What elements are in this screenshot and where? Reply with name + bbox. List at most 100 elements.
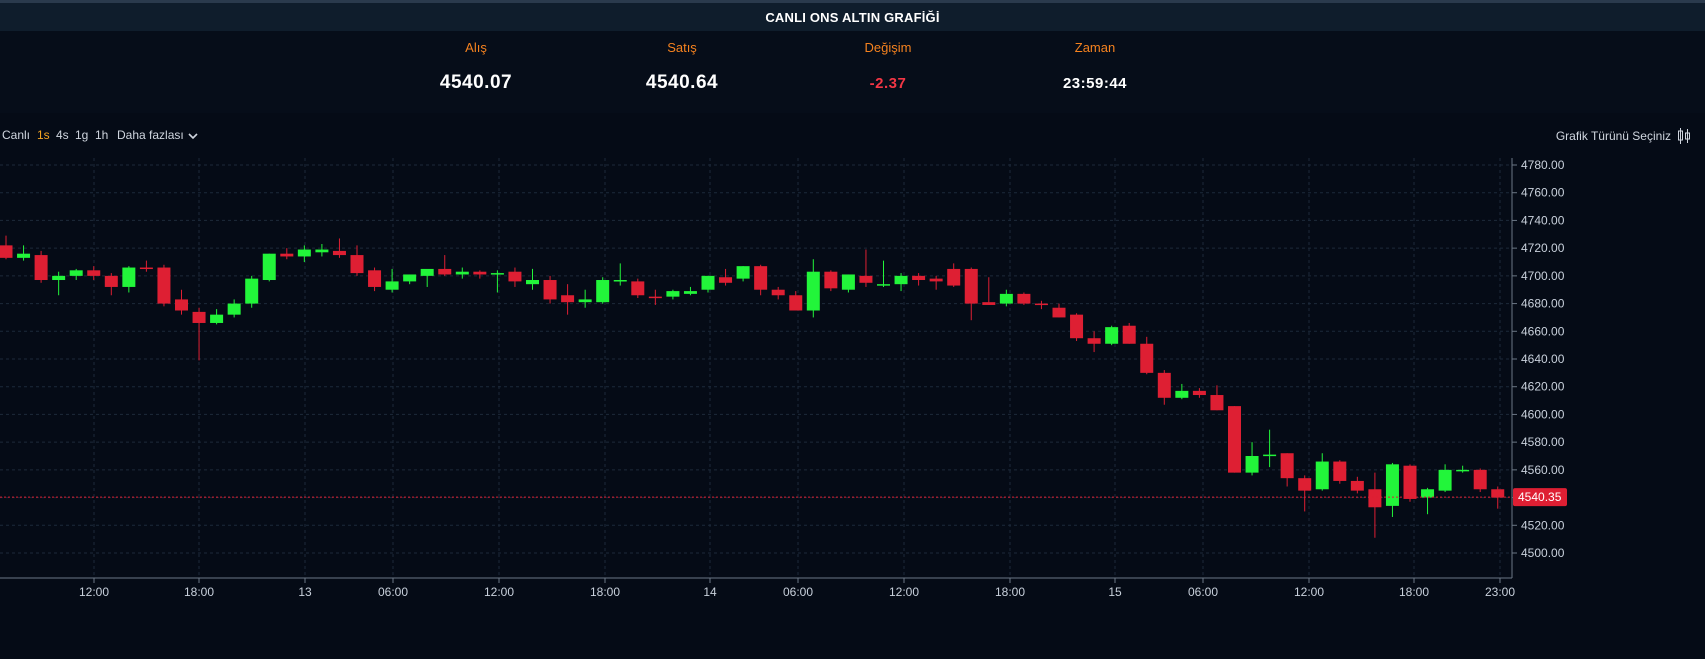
candle-body [736, 266, 750, 279]
candle [1105, 325, 1119, 346]
candle [578, 289, 592, 308]
candle [841, 274, 855, 293]
candle [315, 243, 329, 257]
candle-body [1245, 456, 1259, 473]
candle [1421, 487, 1435, 515]
candle [508, 267, 522, 287]
candle [526, 268, 539, 290]
candle-body [1017, 293, 1031, 304]
candle-body [1122, 325, 1136, 344]
candle-body [1438, 469, 1452, 491]
candle-body [1385, 464, 1399, 506]
candle [1070, 313, 1084, 341]
candle [1333, 460, 1347, 484]
candle [894, 273, 908, 292]
candle [192, 307, 206, 361]
x-tick-label: 06:00 [783, 585, 813, 599]
candle-body [999, 293, 1013, 304]
x-tick-label: 18:00 [1399, 585, 1429, 599]
bid-value: 4540.07 [439, 72, 513, 93]
candle [789, 291, 803, 311]
bid-label: Alış [465, 40, 487, 55]
candle-body [1491, 489, 1505, 498]
time-value: 23:59:44 [1062, 75, 1128, 92]
candle-body [631, 281, 645, 296]
candle-body [806, 271, 820, 311]
candle [701, 275, 715, 293]
x-tick-label: 12:00 [484, 585, 514, 599]
candle [613, 263, 627, 286]
candle-body [1105, 327, 1119, 344]
candle [631, 278, 645, 299]
candle [210, 309, 224, 325]
candle [1403, 464, 1417, 502]
candle-body [87, 270, 101, 276]
candle-body [526, 280, 539, 285]
candle [1456, 465, 1470, 473]
candle-body [543, 280, 557, 300]
chart-type-selector[interactable]: Grafik Türünü Seçiniz [1556, 127, 1691, 145]
candle [385, 268, 399, 293]
interval-4s-button[interactable]: 4s [56, 128, 69, 142]
candle [455, 267, 469, 279]
y-tick-label: 4620.00 [1521, 380, 1565, 394]
top-border [0, 0, 1705, 3]
candle-body [982, 302, 996, 305]
candle [719, 268, 733, 286]
change-value: -2.37 [869, 75, 907, 92]
candle-body [912, 275, 926, 281]
x-tick-label: 06:00 [378, 585, 408, 599]
candle [1017, 292, 1031, 305]
candle-body [683, 291, 697, 294]
candle [736, 266, 750, 282]
live-button[interactable]: Canlı [2, 128, 31, 142]
candle-body [1192, 390, 1206, 396]
candles-layer [0, 235, 1505, 538]
candle-body [139, 267, 153, 270]
y-tick-label: 4680.00 [1521, 297, 1565, 311]
candle [34, 250, 48, 283]
candle-body [403, 274, 417, 282]
candle-body [754, 266, 768, 290]
candle-body [947, 268, 961, 286]
candle-body [1333, 461, 1347, 481]
x-tick-label: 12:00 [1294, 585, 1324, 599]
candle [1315, 453, 1329, 491]
candle-body [648, 296, 662, 299]
candle-body [455, 271, 469, 275]
interval-1s-button[interactable]: 1s [37, 128, 50, 142]
candle-body [210, 314, 224, 323]
candle-body [894, 275, 908, 285]
candle [87, 266, 101, 281]
candle-body [490, 273, 504, 275]
candle [332, 238, 346, 258]
candle [1192, 388, 1206, 398]
interval-1h-button[interactable]: 1h [95, 128, 109, 142]
candle [561, 284, 575, 315]
candle [771, 286, 785, 300]
candle-body [1052, 307, 1066, 318]
ask-label: Satış [667, 40, 697, 55]
candle-body [315, 249, 329, 253]
candle [157, 264, 171, 307]
price-chart[interactable]: 4500.004520.004540.004560.004580.004600.… [0, 158, 1705, 659]
x-tick-label: 14 [703, 585, 717, 599]
candlestick-icon [1678, 128, 1690, 144]
y-tick-label: 4700.00 [1521, 269, 1565, 283]
candle-body [613, 280, 627, 282]
candle [648, 289, 662, 305]
candle-body [227, 303, 241, 315]
candle-body [841, 274, 855, 290]
candle-body [1368, 489, 1382, 508]
interval-1g-button[interactable]: 1g [75, 128, 89, 142]
candle-body [245, 278, 259, 304]
chart-type-label: Grafik Türünü Seçiniz [1555, 129, 1671, 143]
candle [859, 249, 873, 287]
more-intervals-dropdown[interactable]: Daha fazlası [117, 128, 198, 143]
candle-body [508, 271, 522, 282]
candle [297, 245, 311, 262]
candle [350, 245, 364, 276]
candle-body [262, 253, 276, 281]
candle-body [104, 275, 118, 287]
candle [1210, 385, 1224, 411]
